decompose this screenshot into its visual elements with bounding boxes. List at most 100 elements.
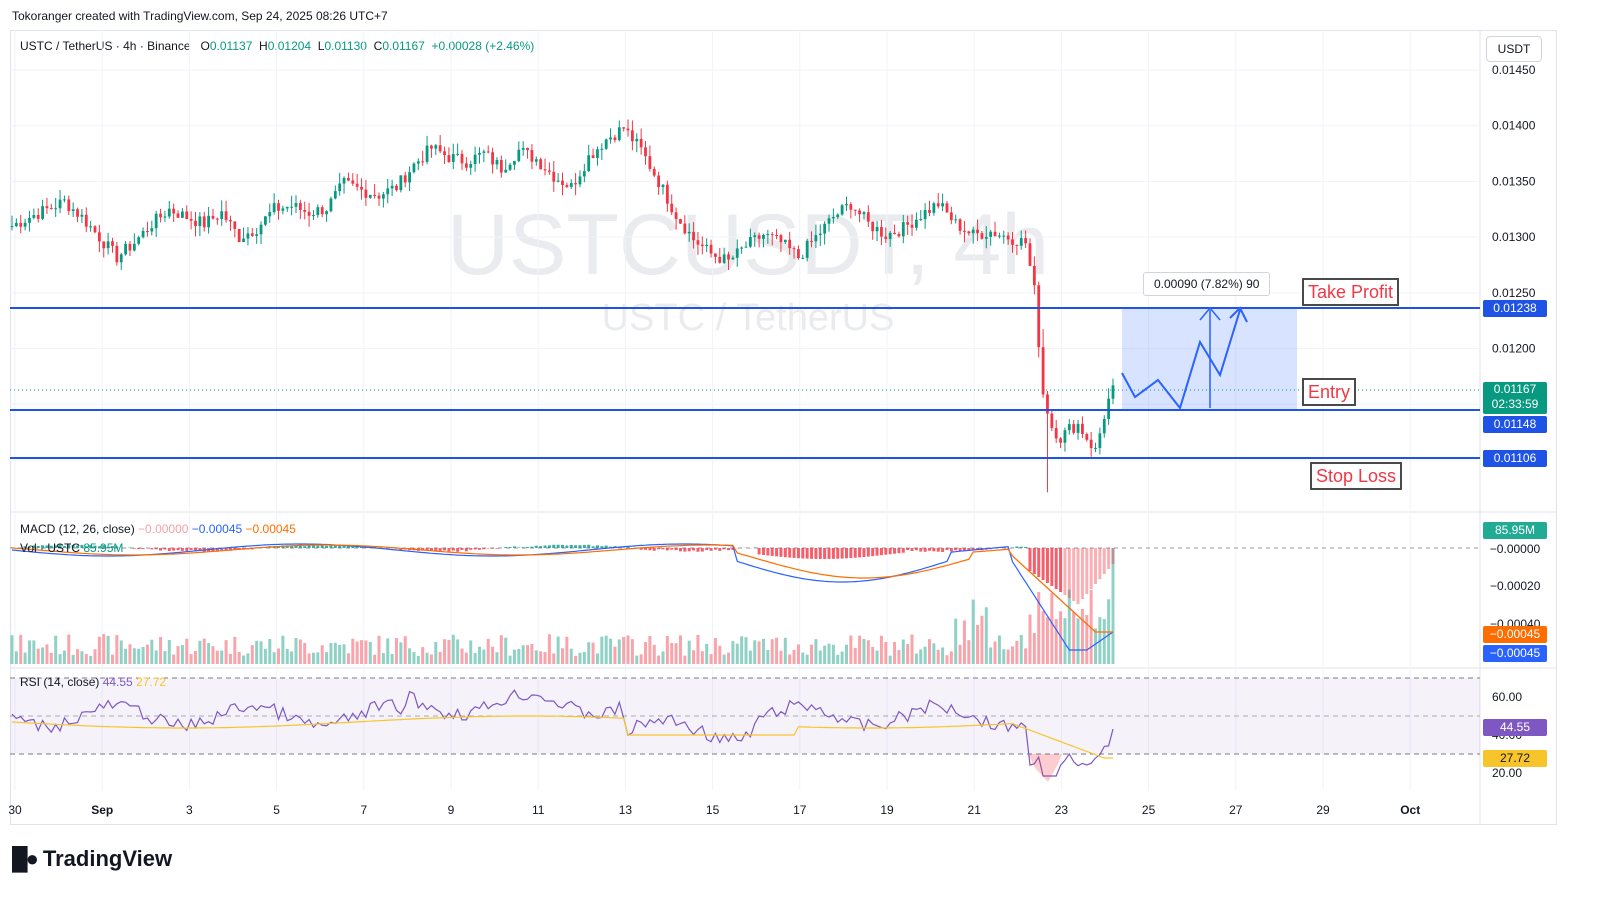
currency-button[interactable]: USDT — [1486, 36, 1542, 62]
candle-body — [547, 170, 551, 172]
candle-body — [880, 226, 883, 237]
macd-hist-bar — [1076, 548, 1080, 604]
macd-hist-bar — [604, 545, 608, 548]
volume-bar — [967, 640, 971, 664]
volume-bar — [748, 650, 752, 664]
volume-bar — [823, 645, 827, 664]
volume-bar — [464, 652, 468, 664]
volume-bar — [866, 640, 870, 664]
candle-body — [237, 228, 241, 243]
measure-label[interactable]: 0.00090 (7.82%) 90 — [1143, 272, 1271, 296]
candle-body — [478, 152, 481, 155]
macd-line — [11, 543, 1114, 651]
volume-bar — [888, 655, 892, 664]
volume-bar — [194, 650, 197, 664]
candle-body — [54, 208, 58, 210]
volume-bar — [871, 646, 875, 664]
volume-bar — [202, 638, 206, 664]
take-profit-price-tag: 0.01238 — [1483, 300, 1547, 317]
volume-bar — [731, 641, 735, 664]
volume-bar — [403, 636, 407, 664]
entry-label[interactable]: Entry — [1302, 378, 1357, 406]
time-axis[interactable]: 30 Sep 3 5 7 9 11 13 15 17 19 21 23 25 27 29 Oct — [8, 803, 1420, 817]
macd-hist-bar — [805, 548, 809, 559]
macd-hist-bar — [539, 546, 543, 548]
candle-body — [665, 184, 669, 204]
candle-body — [674, 212, 678, 220]
tradingview-logo[interactable]: █● TradingView — [12, 846, 172, 872]
candle-body — [146, 230, 149, 232]
macd-hist-bar — [495, 548, 499, 549]
volume-bar — [399, 642, 403, 664]
volume-bar — [504, 637, 508, 664]
candle-body — [1102, 419, 1106, 434]
candle-body — [460, 153, 464, 164]
macd-signal-line — [11, 544, 1113, 633]
volume-bar — [818, 650, 822, 664]
volume-bar — [307, 653, 311, 664]
macd-hist-bar — [1072, 548, 1076, 601]
candle-body — [687, 231, 691, 234]
macd-hist-bar — [298, 544, 302, 548]
volume-bar — [456, 639, 460, 664]
volume-bar — [936, 649, 940, 664]
candle-body — [159, 213, 162, 218]
price-axis-tick: 0.01200 — [1492, 342, 1536, 356]
candle-body — [447, 155, 451, 162]
candle-body — [14, 222, 18, 227]
candle-body — [290, 206, 294, 208]
volume-bar — [512, 649, 516, 664]
projection-arrow-head — [1229, 306, 1248, 323]
candle-body — [862, 212, 866, 215]
candle-body — [242, 238, 245, 243]
take-profit-label[interactable]: Take Profit — [1302, 278, 1400, 306]
candle-body — [499, 160, 503, 173]
volume-bar — [648, 636, 652, 664]
volume-bar — [447, 639, 451, 664]
macd-hist-bar — [438, 548, 442, 551]
volume-bar — [906, 644, 910, 664]
candle-body — [128, 243, 132, 251]
macd-histogram — [10, 544, 1115, 604]
candle-body — [1094, 447, 1097, 449]
candle-body — [355, 183, 359, 187]
candle-body — [58, 199, 62, 209]
candle-body — [591, 155, 595, 158]
macd-hist-bar — [844, 548, 848, 559]
volume-bar — [263, 648, 267, 664]
volume-bar — [683, 655, 687, 664]
volume-bar — [176, 646, 180, 664]
volume-bar — [591, 642, 595, 664]
macd-hist-bar — [556, 544, 560, 548]
macd-hist-bar — [962, 548, 966, 551]
macd-hist-bar — [757, 548, 761, 555]
stop-loss-label[interactable]: Stop Loss — [1310, 462, 1403, 490]
volume-bar — [294, 638, 298, 664]
volume-bar — [355, 641, 359, 664]
volume-bar — [775, 637, 779, 664]
rsi-axis-tick: 60.00 — [1492, 690, 1522, 704]
volume-bar — [604, 635, 608, 664]
candle-body — [185, 211, 189, 220]
candle-body — [180, 211, 184, 218]
candle-body — [989, 231, 993, 237]
macd-hist-bar — [678, 548, 682, 552]
volume-bar — [1111, 548, 1115, 664]
volume-bar — [989, 647, 993, 664]
volume-bar — [521, 645, 525, 664]
macd-hist-bar — [150, 548, 154, 550]
chart-frame — [10, 30, 1557, 825]
macd-hist-bar — [1089, 548, 1093, 589]
volume-bar — [377, 635, 381, 664]
volume-bar — [97, 636, 101, 664]
volume-bar — [814, 639, 818, 664]
symbol-title[interactable]: USTC / TetherUS · 4h · Binance — [20, 39, 191, 53]
candle-body — [884, 236, 888, 239]
macd-hist-bar — [727, 548, 731, 551]
candle-body — [390, 185, 394, 189]
volume-bar — [49, 652, 53, 664]
volume-bar — [718, 645, 722, 664]
candle-body — [652, 168, 656, 176]
time-axis-tick: 21 — [968, 803, 982, 817]
